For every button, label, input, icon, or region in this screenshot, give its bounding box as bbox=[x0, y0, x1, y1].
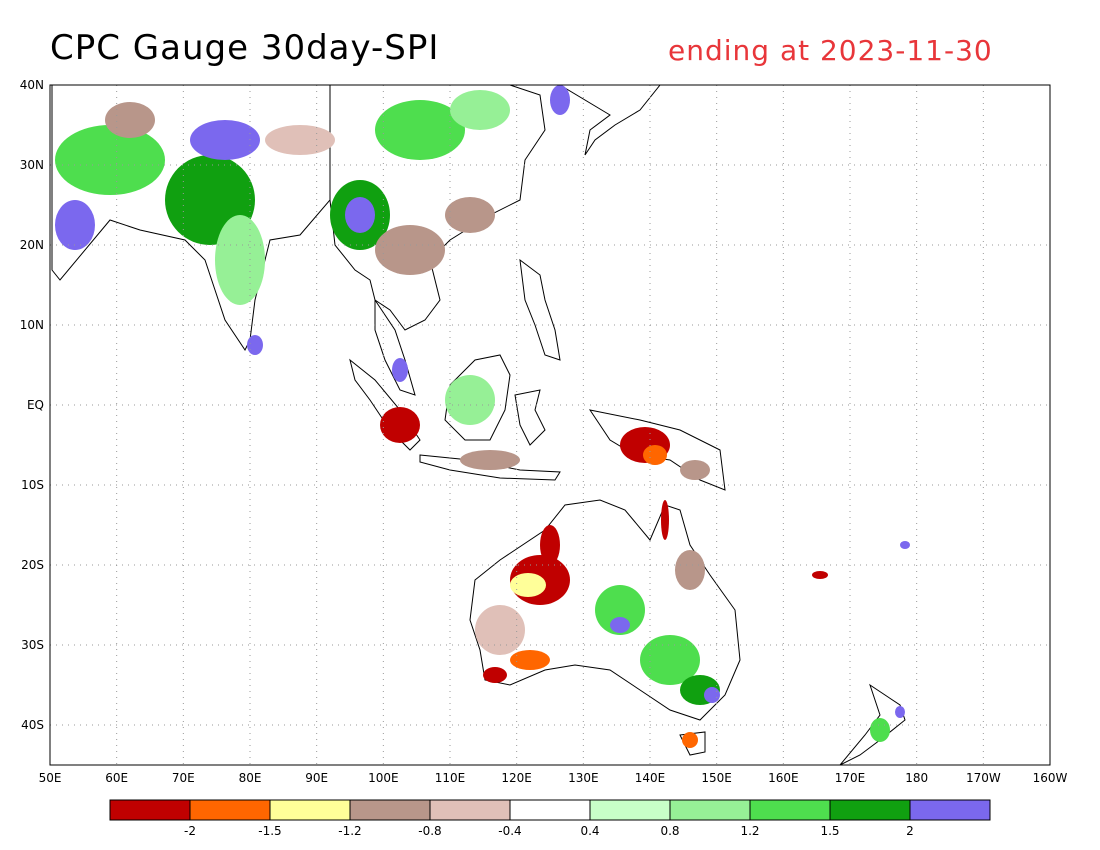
colorbar-swatch bbox=[429, 799, 511, 821]
colorbar-swatch bbox=[749, 799, 831, 821]
colorbar-tick-label: 2 bbox=[906, 824, 914, 838]
lat-tick-label: 40S bbox=[21, 718, 44, 732]
lon-tick-label: 130E bbox=[568, 771, 599, 785]
lon-tick-label: 160W bbox=[1033, 771, 1068, 785]
colorbar-swatch bbox=[349, 799, 431, 821]
colorbar bbox=[109, 799, 991, 821]
lat-tick-label: EQ bbox=[27, 398, 44, 412]
colorbar-tick-label: -1.5 bbox=[258, 824, 281, 838]
lon-tick-label: 110E bbox=[435, 771, 466, 785]
lat-tick-label: 20S bbox=[21, 558, 44, 572]
lon-tick-label: 160E bbox=[768, 771, 799, 785]
lon-tick-label: 120E bbox=[501, 771, 532, 785]
lat-tick-label: 30N bbox=[20, 158, 44, 172]
lat-tick-label: 20N bbox=[20, 238, 44, 252]
japan-land bbox=[558, 84, 662, 156]
colorbar-labels: -2 -1.5 -1.2 -0.8 -0.4 0.4 0.8 1.2 1.5 2 bbox=[184, 824, 914, 838]
lon-tick-label: 170W bbox=[966, 771, 1001, 785]
philippines bbox=[519, 258, 561, 361]
lon-tick-label: 150E bbox=[701, 771, 732, 785]
chart-title: CPC Gauge 30day-SPI bbox=[50, 28, 440, 68]
colorbar-swatch bbox=[269, 799, 351, 821]
colorbar-swatch bbox=[589, 799, 671, 821]
map-frame bbox=[49, 84, 1051, 766]
lon-labels: 50E 60E 70E 80E 90E 100E 110E 120E 130E 140E 150E 1… bbox=[39, 771, 1068, 785]
chart-subtitle: ending at 2023-11-30 bbox=[668, 34, 993, 67]
colorbar-swatch bbox=[109, 799, 191, 821]
spi-patches bbox=[55, 85, 910, 748]
lon-tick-label: 140E bbox=[635, 771, 666, 785]
lat-tick-label: 10N bbox=[20, 318, 44, 332]
lat-tick-label: 10S bbox=[21, 478, 44, 492]
lat-tick-label: 30S bbox=[21, 638, 44, 652]
colorbar-swatch bbox=[829, 799, 911, 821]
colorbar-swatch bbox=[509, 799, 591, 821]
colorbar-tick-label: -1.2 bbox=[338, 824, 361, 838]
lat-labels: 40N 30N 20N 10N EQ 10S 20S 30S 40S bbox=[20, 78, 44, 732]
colorbar-swatch bbox=[189, 799, 271, 821]
lat-tick-label: 40N bbox=[20, 78, 44, 92]
lon-tick-label: 100E bbox=[368, 771, 399, 785]
colorbar-tick-label: 1.5 bbox=[820, 824, 839, 838]
lon-tick-label: 80E bbox=[239, 771, 262, 785]
colorbar-swatch bbox=[909, 799, 991, 821]
lon-tick-label: 70E bbox=[172, 771, 195, 785]
colorbar-tick-label: 1.2 bbox=[740, 824, 759, 838]
lon-tick-label: 50E bbox=[39, 771, 62, 785]
colorbar-tick-label: -0.8 bbox=[418, 824, 441, 838]
colorbar-tick-label: 0.8 bbox=[660, 824, 679, 838]
lon-tick-label: 180 bbox=[905, 771, 928, 785]
sulawesi bbox=[514, 389, 546, 446]
lon-tick-label: 60E bbox=[105, 771, 128, 785]
lon-tick-label: 170E bbox=[835, 771, 866, 785]
colorbar-tick-label: -2 bbox=[184, 824, 196, 838]
colorbar-swatch bbox=[669, 799, 751, 821]
lon-tick-label: 90E bbox=[305, 771, 328, 785]
colorbar-tick-label: -0.4 bbox=[498, 824, 521, 838]
colorbar-tick-label: 0.4 bbox=[580, 824, 599, 838]
